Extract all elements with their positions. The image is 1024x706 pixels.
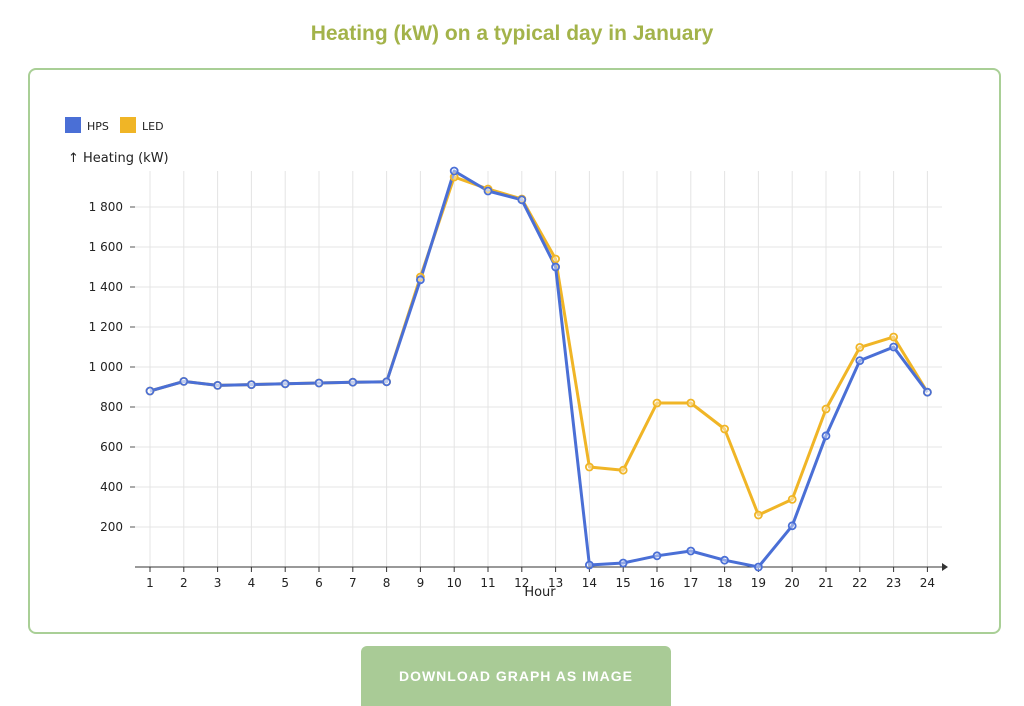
y-tick-label: 1 400: [89, 280, 123, 294]
data-point-hps: [483, 186, 493, 196]
y-tick-label: 600: [100, 440, 123, 454]
data-point-hps: [145, 386, 155, 396]
data-point-hps: [382, 377, 392, 387]
data-point-led: [686, 398, 696, 408]
x-tick-label: 19: [751, 576, 766, 590]
download-graph-button[interactable]: DOWNLOAD GRAPH AS IMAGE: [361, 646, 671, 706]
x-tick-label: 21: [818, 576, 833, 590]
x-tick-label: 10: [447, 576, 462, 590]
data-point-led: [551, 254, 560, 264]
x-tick-label: 9: [417, 576, 425, 590]
x-tick-label: 14: [582, 576, 597, 590]
data-point-hps: [280, 379, 290, 389]
data-point-hps: [348, 377, 358, 387]
x-tick-label: 15: [616, 576, 631, 590]
data-point-hps: [754, 562, 763, 572]
data-point-led: [754, 510, 763, 520]
x-tick-label: 11: [480, 576, 495, 590]
data-point-led: [889, 332, 898, 342]
x-tick-label: 3: [214, 576, 222, 590]
y-tick-label: 1 800: [89, 200, 123, 214]
legend-label-hps: HPS: [87, 120, 109, 133]
data-point-hps: [889, 342, 898, 352]
x-tick-label: 4: [248, 576, 256, 590]
data-point-hps: [517, 195, 527, 205]
x-tick-label: 23: [886, 576, 901, 590]
page-title: Heating (kW) on a typical day in January: [310, 22, 714, 45]
x-tick-label: 20: [785, 576, 800, 590]
legend-swatch-hps: [65, 117, 81, 133]
y-tick-label: 200: [100, 520, 123, 534]
x-tick-label: 16: [649, 576, 664, 590]
y-tick-label: 1 600: [89, 240, 123, 254]
data-point-hps: [415, 275, 425, 285]
legend-label-led: LED: [142, 120, 164, 133]
data-point-led: [821, 404, 831, 414]
data-point-hps: [213, 380, 223, 390]
x-tick-label: 8: [383, 576, 391, 590]
x-axis-arrow: [942, 563, 948, 571]
data-point-led: [652, 398, 662, 408]
data-point-hps: [449, 166, 459, 176]
data-point-hps: [821, 431, 831, 441]
x-tick-label: 13: [548, 576, 563, 590]
chart-card: 200 400 600 800 1 000 1 200 1 400 1 600 1 800 1 2 3…: [28, 68, 1001, 634]
data-point-hps: [923, 387, 932, 397]
data-point-hps: [314, 378, 324, 388]
data-point-hps: [179, 376, 189, 386]
data-point-hps: [551, 262, 560, 272]
series-line-hps: [149, 169, 929, 569]
data-point-hps: [618, 558, 628, 568]
x-tick-label: 18: [717, 576, 732, 590]
x-tick-label: 2: [180, 576, 188, 590]
data-point-hps: [585, 560, 594, 570]
data-point-hps: [652, 551, 662, 561]
data-point-hps: [246, 380, 256, 390]
x-tick-label: 22: [852, 576, 867, 590]
x-tick-label: 1: [146, 576, 154, 590]
x-tick-label: 5: [281, 576, 289, 590]
x-tick-label: 7: [349, 576, 357, 590]
legend-swatch-led: [120, 117, 136, 133]
data-point-led: [618, 465, 628, 475]
data-point-led: [855, 342, 865, 352]
x-tick-label: 17: [683, 576, 698, 590]
x-tick-label: 6: [315, 576, 323, 590]
data-point-led: [787, 494, 797, 504]
x-tick-label: 12: [514, 576, 529, 590]
data-point-led: [449, 172, 459, 182]
series-line-led: [149, 175, 929, 517]
y-tick-label: 400: [100, 480, 123, 494]
data-point-hps: [787, 521, 797, 531]
y-axis-label: ↑ Heating (kW): [68, 151, 169, 166]
data-point-led: [720, 424, 729, 434]
y-tick-label: 800: [100, 400, 123, 414]
data-point-hps: [855, 356, 865, 366]
x-tick-label: 24: [920, 576, 935, 590]
x-axis-label: Hour: [524, 585, 556, 600]
data-point-hps: [686, 546, 696, 556]
data-point-led: [585, 462, 594, 472]
data-point-hps: [720, 555, 729, 565]
y-tick-label: 1 000: [89, 360, 123, 374]
y-tick-label: 1 200: [89, 320, 123, 334]
